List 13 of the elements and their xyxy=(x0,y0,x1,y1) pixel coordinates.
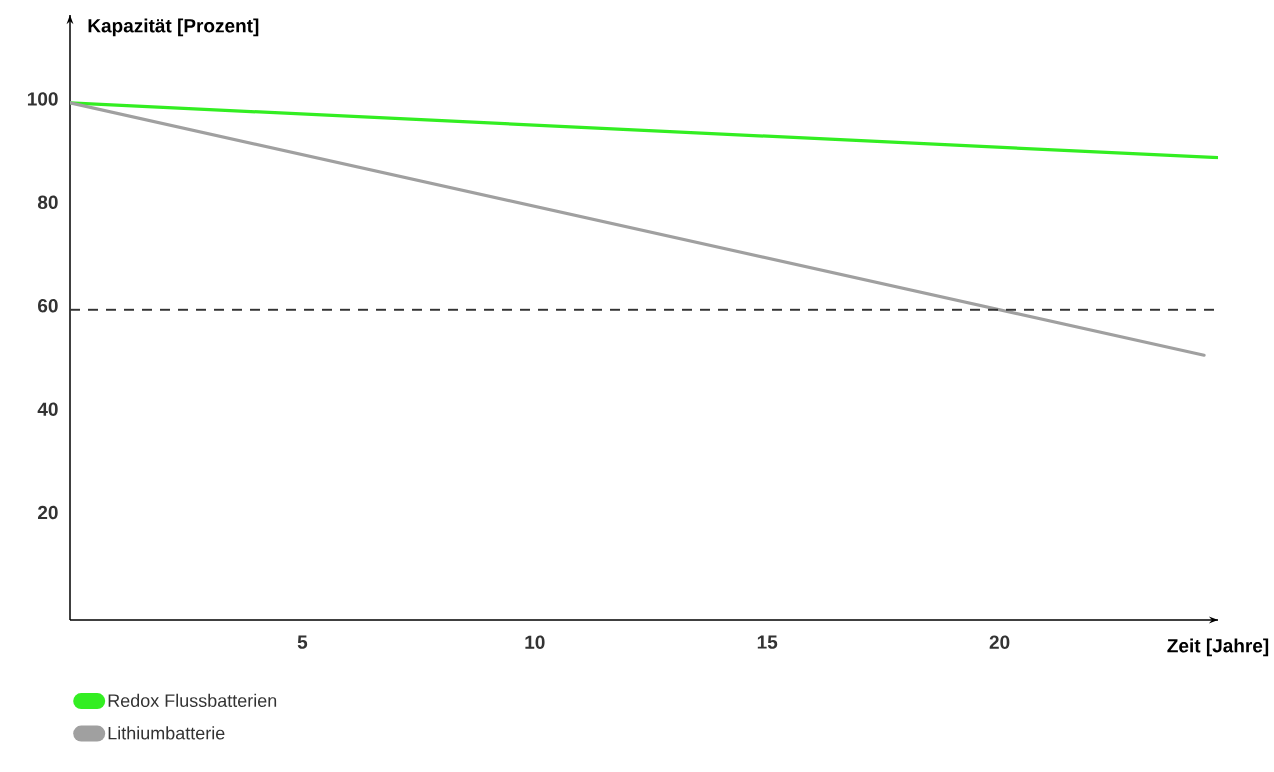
x-tick-label: 20 xyxy=(989,635,1010,649)
y-tick-label: 80 xyxy=(37,195,58,210)
x-tick-label: 10 xyxy=(525,635,545,649)
y-tick-label: 100 xyxy=(27,92,58,106)
y-tick-label: 60 xyxy=(38,299,58,313)
x-axis-title: Zeit [Jahre] xyxy=(1167,638,1269,657)
y-tick-label: 20 xyxy=(38,505,58,520)
legend-label: Lithiumbatterie xyxy=(108,726,225,740)
x-tick-label: 5 xyxy=(297,635,308,649)
y-axis-title: Kapazität [Prozent] xyxy=(88,18,259,37)
legend-label: Redox Flussbatterien xyxy=(108,693,277,707)
y-tick-label: 40 xyxy=(37,402,58,416)
x-tick-label: 15 xyxy=(757,635,778,649)
